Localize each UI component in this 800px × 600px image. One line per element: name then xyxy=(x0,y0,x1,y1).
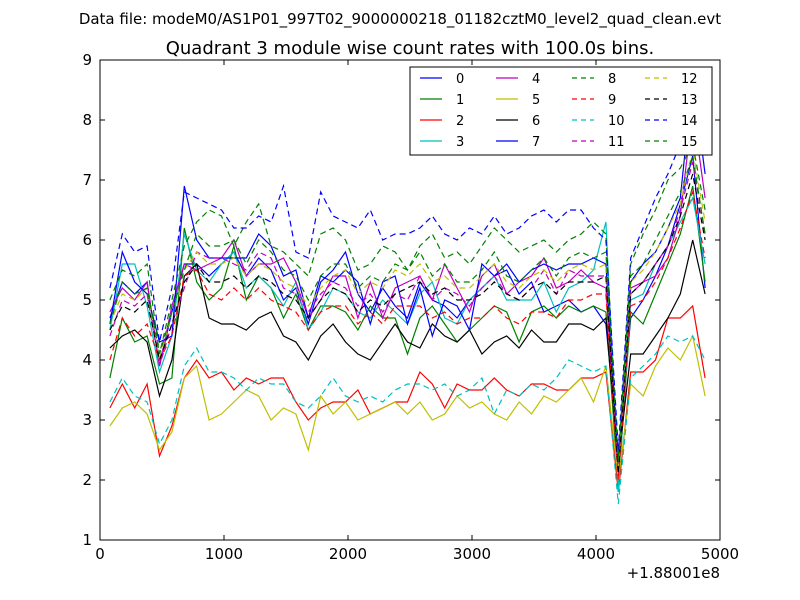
x-tick-label-3000: 3000 xyxy=(453,545,491,563)
y-tick-label-8: 8 xyxy=(82,111,92,129)
legend-label-8: 8 xyxy=(608,72,616,87)
x-tick-label-0: 0 xyxy=(95,545,105,563)
legend-label-5: 5 xyxy=(532,93,540,108)
legend-label-9: 9 xyxy=(608,93,616,108)
legend-label-4: 4 xyxy=(532,72,540,87)
series-line-9 xyxy=(109,189,706,481)
legend-label-6: 6 xyxy=(532,114,540,129)
series-line-6 xyxy=(109,239,706,463)
legend-label-2: 2 xyxy=(456,114,464,129)
x-axis-offset-label: +1.88001e8 xyxy=(627,564,720,582)
y-tick-label-9: 9 xyxy=(82,51,92,69)
legend-label-13: 13 xyxy=(681,93,698,108)
x-tick-label-5000: 5000 xyxy=(701,545,739,563)
y-tick-label-2: 2 xyxy=(82,471,92,489)
legend-label-3: 3 xyxy=(456,135,464,150)
legend-label-15: 15 xyxy=(681,135,698,150)
legend-label-7: 7 xyxy=(532,135,540,150)
series-line-13 xyxy=(109,173,706,475)
y-tick-label-5: 5 xyxy=(82,291,92,309)
y-tick-label-4: 4 xyxy=(82,351,92,369)
x-tick-label-4000: 4000 xyxy=(577,545,615,563)
series-line-4 xyxy=(109,107,706,475)
legend-label-0: 0 xyxy=(456,72,464,87)
legend-label-10: 10 xyxy=(608,114,625,129)
series-line-10 xyxy=(109,335,706,505)
legend-frame xyxy=(409,66,713,156)
series-line-2 xyxy=(109,304,706,493)
legend-label-1: 1 xyxy=(456,93,464,108)
series-line-14 xyxy=(109,83,706,451)
y-tick-label-3: 3 xyxy=(82,411,92,429)
chart-title: Quadrant 3 module wise count rates with … xyxy=(166,38,655,59)
chart-suptitle: Data file: modeM0/AS1P01_997T02_90000002… xyxy=(79,10,721,29)
y-tick-label-6: 6 xyxy=(82,231,92,249)
legend-label-12: 12 xyxy=(681,72,698,87)
x-tick-label-2000: 2000 xyxy=(329,545,367,563)
legend-label-14: 14 xyxy=(681,114,698,129)
series-line-15 xyxy=(109,155,706,463)
x-tick-label-1000: 1000 xyxy=(205,545,243,563)
legend-label-11: 11 xyxy=(608,135,625,150)
y-tick-label-1: 1 xyxy=(82,531,92,549)
series-layer xyxy=(109,77,706,505)
series-line-11 xyxy=(109,161,706,469)
y-tick-label-7: 7 xyxy=(82,171,92,189)
series-line-1 xyxy=(109,185,706,487)
